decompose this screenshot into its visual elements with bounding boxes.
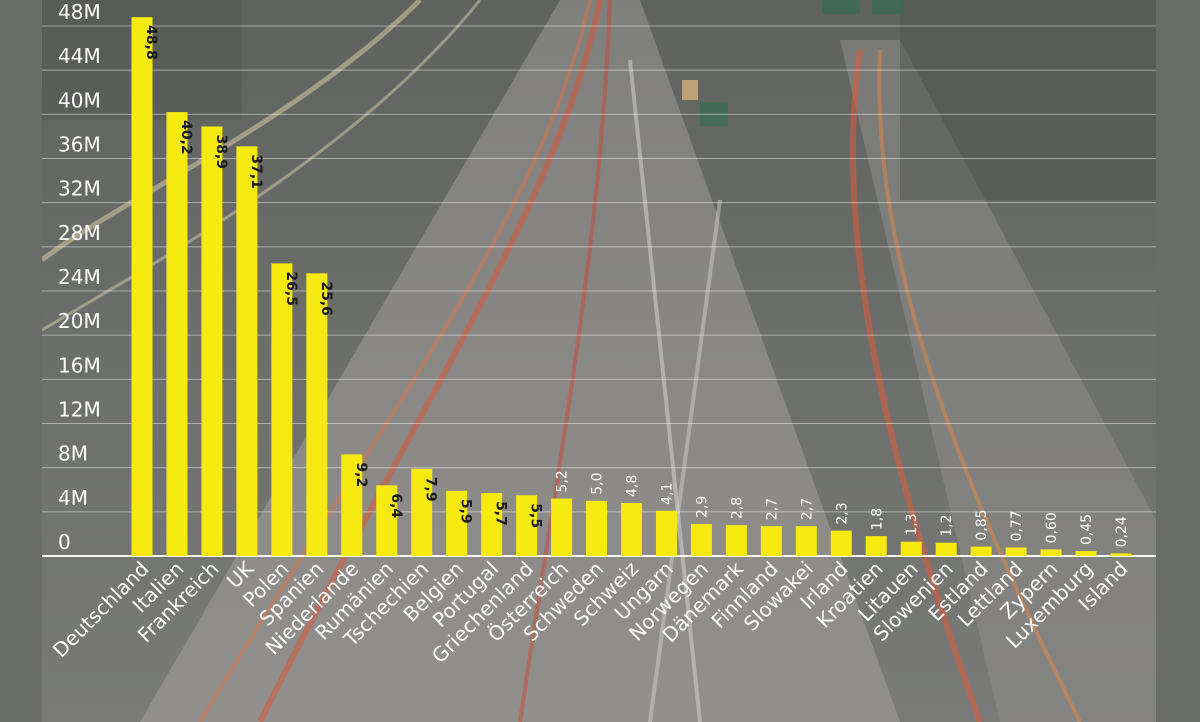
bar-Ungarn xyxy=(655,510,677,556)
y-tick-label: 4M xyxy=(58,486,88,510)
bar-Portugal xyxy=(481,493,503,556)
bar-Estland xyxy=(970,546,992,556)
bar-Luxemburg xyxy=(1075,551,1097,556)
bar-Frankreich xyxy=(201,126,223,557)
bar-Belgien xyxy=(446,490,468,556)
y-tick-label: 24M xyxy=(58,265,101,289)
bar-Island xyxy=(1110,553,1132,556)
bar-Dänemark xyxy=(725,525,747,556)
bar-Irland xyxy=(830,530,852,556)
y-tick-label: 44M xyxy=(58,44,101,68)
y-tick-label: 0 xyxy=(58,530,71,554)
bar-Rumänien xyxy=(376,485,398,556)
value-label: 5,2 xyxy=(555,470,571,492)
bar-Österreich xyxy=(551,498,573,556)
gridlines xyxy=(42,25,1156,557)
bar-Schweden xyxy=(586,500,608,556)
value-label: 0,24 xyxy=(1114,516,1130,547)
y-tick-label: 8M xyxy=(58,442,88,466)
y-tick-label: 48M xyxy=(58,0,101,24)
bar-Zypern xyxy=(1040,549,1062,556)
value-label: 6,4 xyxy=(388,493,404,518)
value-label: 1,3 xyxy=(904,513,920,535)
bar-Griechenland xyxy=(516,495,538,556)
value-label: 0,77 xyxy=(1009,510,1025,541)
bar-Norwegen xyxy=(690,523,712,556)
value-label: 9,2 xyxy=(353,462,369,487)
value-label: 37,1 xyxy=(248,154,264,189)
bar-Italien xyxy=(166,112,188,556)
value-label: 5,9 xyxy=(458,499,474,524)
value-label: 5,5 xyxy=(528,503,544,528)
value-label: 5,7 xyxy=(493,501,509,526)
bar-Kroatien xyxy=(865,536,887,556)
bar-Polen xyxy=(271,263,293,556)
value-label: 2,8 xyxy=(729,497,745,519)
bar-Spanien xyxy=(306,273,328,556)
value-label: 4,8 xyxy=(625,475,641,497)
value-label: 0,45 xyxy=(1079,514,1095,545)
value-label: 48,8 xyxy=(143,25,159,60)
bar-Deutschland xyxy=(131,17,153,556)
value-label: 5,0 xyxy=(590,473,606,495)
value-label: 1,8 xyxy=(869,508,885,530)
value-label: 25,6 xyxy=(318,281,334,316)
value-label: 7,9 xyxy=(423,477,439,502)
bar-Tschechien xyxy=(411,468,433,556)
value-label: 0,85 xyxy=(974,509,990,540)
value-label: 2,3 xyxy=(834,502,850,524)
value-label: 4,1 xyxy=(659,482,675,504)
x-axis-labels: DeutschlandItalienFrankreichUKPolenSpani… xyxy=(48,556,1133,668)
bar-Schweiz xyxy=(621,503,642,556)
y-tick-label: 12M xyxy=(58,398,101,422)
value-label: 2,7 xyxy=(799,498,815,520)
value-label: 38,9 xyxy=(213,134,229,169)
value-label: 26,5 xyxy=(283,271,299,306)
bar-Slowakei xyxy=(795,526,817,556)
y-axis-ticks: 0 4M 8M 12M 16M 20M 24M 28M 32M 36M 40M 44M 48M xyxy=(58,0,101,554)
bar-Lettland xyxy=(1005,547,1027,556)
value-label: 0,60 xyxy=(1044,512,1060,543)
bar-UK xyxy=(236,146,258,556)
bar-Slowenien xyxy=(935,542,957,556)
bar-Litauen xyxy=(900,541,922,556)
value-label: 1,2 xyxy=(939,514,955,536)
y-tick-label: 28M xyxy=(58,221,101,245)
bars: 48,8 40,2 38,9 37,1 26,5 25,6 9,2 6,4 7,9 5,9 5,7 5… xyxy=(131,17,1132,557)
y-tick-label: 40M xyxy=(58,88,101,112)
y-tick-label: 36M xyxy=(58,133,101,157)
value-label: 40,2 xyxy=(178,120,194,155)
y-tick-label: 16M xyxy=(58,353,101,377)
y-tick-label: 20M xyxy=(58,309,101,333)
value-label: 2,7 xyxy=(764,498,780,520)
y-tick-label: 32M xyxy=(58,177,101,201)
value-label: 2,9 xyxy=(694,496,710,518)
bar-Niederlande xyxy=(341,454,363,556)
bar-Finnland xyxy=(760,526,782,556)
